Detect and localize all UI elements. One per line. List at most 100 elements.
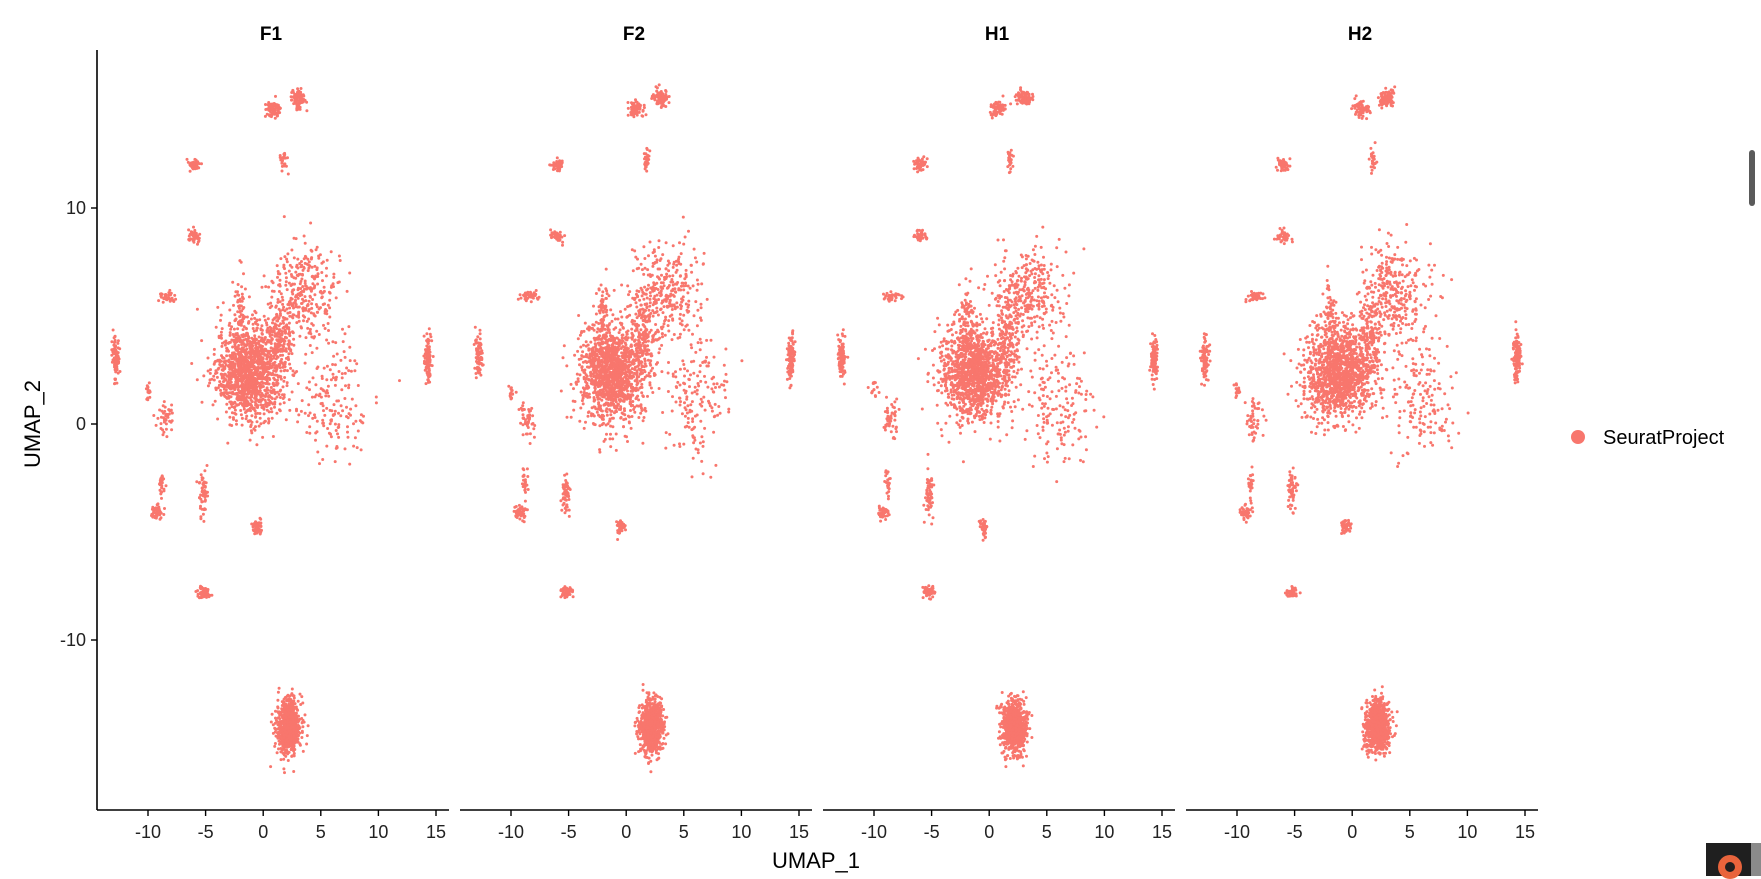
data-point xyxy=(199,587,202,590)
data-point xyxy=(428,371,431,374)
data-point xyxy=(560,390,563,393)
data-point xyxy=(291,688,294,691)
data-point xyxy=(213,353,216,356)
data-point xyxy=(620,367,623,370)
data-point xyxy=(270,112,273,115)
data-point xyxy=(208,382,211,385)
data-point xyxy=(202,520,205,523)
data-point xyxy=(618,394,621,397)
data-point xyxy=(616,337,619,340)
data-point xyxy=(287,729,290,732)
data-point xyxy=(626,378,629,381)
data-point xyxy=(275,347,278,350)
data-point xyxy=(316,451,319,454)
data-point xyxy=(240,392,243,395)
data-point xyxy=(310,250,313,253)
data-point xyxy=(233,328,236,331)
data-point xyxy=(330,435,333,438)
data-point xyxy=(585,377,588,380)
data-point xyxy=(295,315,298,318)
data-point xyxy=(593,337,596,340)
data-point xyxy=(259,327,262,330)
data-point xyxy=(639,412,642,415)
data-point xyxy=(609,413,612,416)
data-point xyxy=(302,290,305,293)
data-point xyxy=(256,406,259,409)
data-point xyxy=(192,226,195,229)
data-point xyxy=(207,357,210,360)
x-tick-label: 0 xyxy=(621,822,631,842)
data-point xyxy=(282,704,285,707)
data-point xyxy=(240,285,243,288)
data-point xyxy=(209,372,212,375)
data-point xyxy=(607,394,610,397)
data-point xyxy=(292,338,295,341)
data-point xyxy=(171,412,174,415)
data-point xyxy=(314,439,317,442)
data-point xyxy=(633,411,636,414)
data-point xyxy=(610,395,613,398)
data-point xyxy=(170,428,173,431)
data-point xyxy=(427,381,430,384)
data-point xyxy=(613,383,616,386)
data-point xyxy=(620,381,623,384)
data-point xyxy=(620,322,623,325)
data-point xyxy=(221,327,224,330)
data-point xyxy=(318,308,321,311)
data-point xyxy=(110,340,113,343)
data-point xyxy=(219,392,222,395)
data-point xyxy=(264,108,267,111)
data-point xyxy=(196,589,199,592)
data-point xyxy=(220,345,223,348)
data-point xyxy=(275,338,278,341)
data-point xyxy=(245,415,248,418)
data-point xyxy=(321,375,324,378)
data-point xyxy=(241,346,244,349)
data-point xyxy=(297,715,300,718)
data-point xyxy=(589,375,592,378)
data-point xyxy=(240,334,243,337)
data-point xyxy=(341,376,344,379)
data-point xyxy=(333,403,336,406)
data-point xyxy=(210,378,213,381)
data-point xyxy=(292,276,295,279)
data-point xyxy=(635,404,638,407)
data-point xyxy=(609,334,612,337)
data-point xyxy=(337,412,340,415)
data-point xyxy=(240,384,243,387)
data-point xyxy=(162,513,165,516)
scatter-points xyxy=(110,87,434,774)
data-point xyxy=(299,693,302,696)
data-point xyxy=(337,426,340,429)
data-point xyxy=(329,368,332,371)
data-point xyxy=(309,332,312,335)
data-point xyxy=(266,392,269,395)
data-point xyxy=(295,237,298,240)
data-point xyxy=(253,317,256,320)
data-point xyxy=(322,260,325,263)
data-point xyxy=(565,364,568,367)
data-point xyxy=(592,305,595,308)
data-point xyxy=(270,342,273,345)
data-point xyxy=(299,91,302,94)
data-point xyxy=(623,394,626,397)
data-point xyxy=(593,406,596,409)
data-point xyxy=(285,418,288,421)
data-point xyxy=(583,330,586,333)
data-point xyxy=(267,422,270,425)
data-point xyxy=(297,413,300,416)
data-point xyxy=(289,698,292,701)
data-point xyxy=(234,367,237,370)
data-point xyxy=(641,394,644,397)
data-point xyxy=(274,109,277,112)
data-point xyxy=(316,420,319,423)
data-point xyxy=(237,374,240,377)
data-point xyxy=(617,403,620,406)
data-point xyxy=(581,399,584,402)
data-point xyxy=(347,384,350,387)
data-point xyxy=(163,419,166,422)
data-point xyxy=(348,272,351,275)
data-point xyxy=(562,356,565,359)
data-point xyxy=(221,342,224,345)
data-point xyxy=(266,389,269,392)
